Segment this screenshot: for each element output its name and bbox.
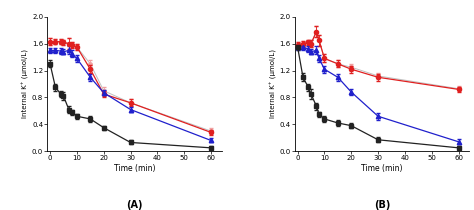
Text: (A): (A): [126, 200, 143, 210]
X-axis label: Time (min): Time (min): [361, 164, 403, 173]
Y-axis label: Internal K⁺ (μmol/L): Internal K⁺ (μmol/L): [270, 50, 277, 118]
Y-axis label: Internal K⁺ (μmol/L): Internal K⁺ (μmol/L): [22, 50, 29, 118]
Text: (B): (B): [374, 200, 390, 210]
X-axis label: Time (min): Time (min): [114, 164, 155, 173]
